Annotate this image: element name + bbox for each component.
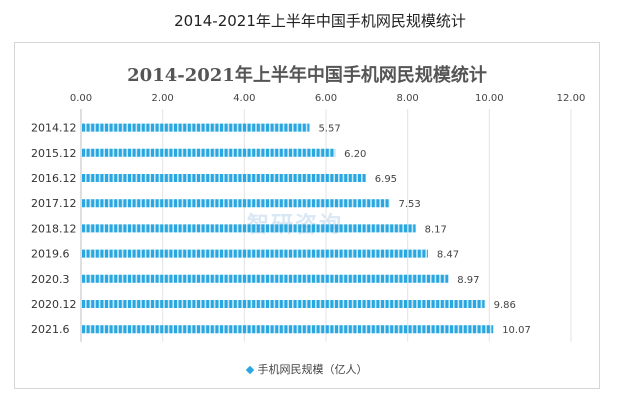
category-label: 2020.12 <box>31 298 77 311</box>
chart-title: 2014-2021年上半年中国手机网民规模统计 <box>127 65 487 86</box>
legend-label: 手机网民规模（亿人） <box>257 363 368 376</box>
legend: 手机网民规模（亿人） <box>15 361 599 377</box>
x-tick-label: 12.00 <box>557 93 586 104</box>
category-label: 2018.12 <box>31 222 77 235</box>
category-label: 2021.6 <box>31 323 70 336</box>
x-tick-label: 0.00 <box>70 93 92 104</box>
page-title: 2014-2021年上半年中国手机网民规模统计 <box>174 12 466 30</box>
value-label: 8.47 <box>437 250 459 261</box>
x-tick-label: 10.00 <box>475 93 504 104</box>
value-label: 5.57 <box>318 124 340 135</box>
category-label: 2020.3 <box>31 273 70 286</box>
chart-frame: 2014-2021年上半年中国手机网民规模统计 智研咨询 0.002.004.0… <box>14 42 600 389</box>
category-label: 2019.6 <box>31 248 70 261</box>
value-label: 6.95 <box>375 174 397 185</box>
legend-marker-icon <box>245 365 254 375</box>
value-label: 10.07 <box>502 325 531 336</box>
x-tick-label: 2.00 <box>152 93 174 104</box>
bar-background <box>82 325 494 334</box>
category-label: 2017.12 <box>31 197 77 210</box>
x-tick-label: 4.00 <box>233 93 255 104</box>
bar-background <box>82 300 485 308</box>
bar-background <box>82 123 310 132</box>
x-tick-label: 8.00 <box>397 93 419 104</box>
category-label: 2014.12 <box>31 122 77 135</box>
bar-chart: 0.00 2.00 4.00 6.00 8.00 10.00 12.00 2014.12 5.5… <box>31 93 586 342</box>
bar-background <box>82 274 449 283</box>
value-label: 8.17 <box>425 224 447 235</box>
value-label: 6.20 <box>344 149 366 160</box>
category-label: 2016.12 <box>31 172 77 185</box>
bar-background <box>82 174 366 182</box>
value-label: 8.97 <box>457 275 479 286</box>
value-label: 9.86 <box>494 300 516 311</box>
category-label: 2015.12 <box>31 147 77 160</box>
x-tick-label: 6.00 <box>315 93 337 104</box>
value-label: 7.53 <box>398 199 420 210</box>
